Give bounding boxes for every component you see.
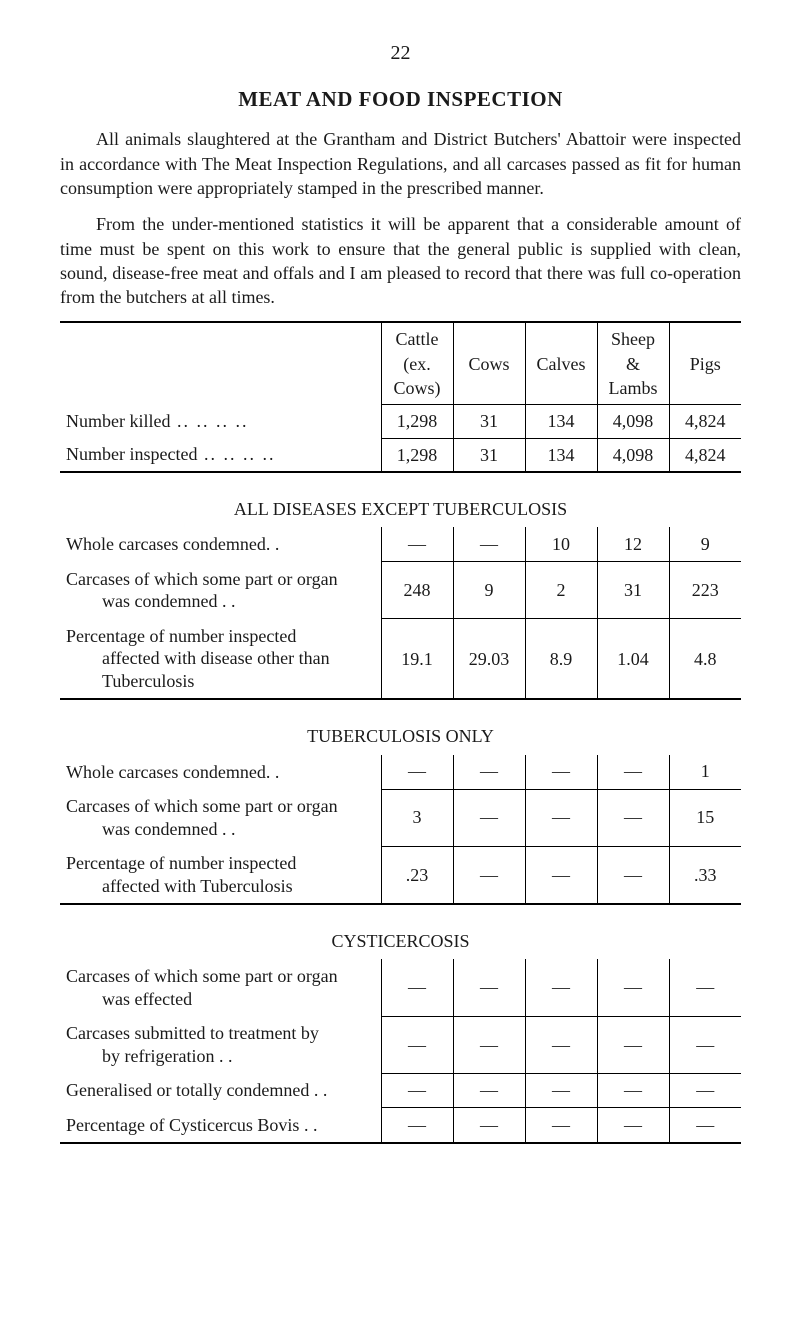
table-cell: — (669, 1108, 741, 1144)
table-cell: — (453, 1108, 525, 1144)
table-cell: 3 (381, 789, 453, 846)
table-tb-only: Whole carcases condemned. . — — — — 1 Ca… (60, 755, 741, 906)
table-cell: — (381, 1016, 453, 1073)
table-cell: — (525, 846, 597, 904)
table-cell: — (453, 527, 525, 562)
table-cell: 1,298 (381, 438, 453, 472)
section-heading-all-diseases: ALL DISEASES EXCEPT TUBERCULOSIS (60, 497, 741, 521)
section-heading-cysticercosis: CYSTICERCOSIS (60, 929, 741, 953)
table-cell: — (381, 527, 453, 562)
row-label: Percentage of Cysticercus Bovis . . (60, 1108, 381, 1144)
table-cell: — (381, 1108, 453, 1144)
table-cell: — (525, 1016, 597, 1073)
table-cell: 29.03 (453, 619, 525, 700)
table-cell: 4,824 (669, 405, 741, 438)
table-cell: 223 (669, 562, 741, 619)
table-cell: — (453, 846, 525, 904)
table-cell: — (453, 1073, 525, 1108)
page-title: MEAT AND FOOD INSPECTION (60, 85, 741, 113)
table-cell: 2 (525, 562, 597, 619)
row-label-killed: Number killed (60, 405, 381, 438)
table-cell: — (669, 1073, 741, 1108)
row-label: Carcases submitted to treatment by by re… (60, 1016, 381, 1073)
table-cell: — (669, 959, 741, 1016)
table-cell: 19.1 (381, 619, 453, 700)
table-cell: — (525, 959, 597, 1016)
table-cell: 4,098 (597, 438, 669, 472)
main-table: Cattle (ex. Cows) Cows Calves Sheep & La… (60, 321, 741, 472)
table-cell: 15 (669, 789, 741, 846)
col-header-cows: Cows (453, 322, 525, 404)
row-label: Generalised or totally condemned . . (60, 1073, 381, 1108)
table-cell: — (381, 755, 453, 790)
table-cell: — (381, 959, 453, 1016)
paragraph-1: All animals slaughtered at the Grantham … (60, 127, 741, 200)
row-label-inspected: Number inspected (60, 438, 381, 472)
table-cell: — (453, 789, 525, 846)
table-cell: — (597, 959, 669, 1016)
table-cell: .23 (381, 846, 453, 904)
row-label: Whole carcases condemned. . (60, 527, 381, 562)
row-label: Carcases of which some part or organ was… (60, 562, 381, 619)
table-cell: — (453, 959, 525, 1016)
table-cell: — (597, 846, 669, 904)
table-cell: 134 (525, 405, 597, 438)
table-cell: — (597, 1016, 669, 1073)
table-cell: .33 (669, 846, 741, 904)
table-cell: — (453, 1016, 525, 1073)
table-cell: 1.04 (597, 619, 669, 700)
table-cell: 31 (453, 438, 525, 472)
table-cell: — (525, 789, 597, 846)
table-cell: 1,298 (381, 405, 453, 438)
row-label: Whole carcases condemned. . (60, 755, 381, 790)
col-header-cattle: Cattle (ex. Cows) (381, 322, 453, 404)
col-header-sheep: Sheep & Lambs (597, 322, 669, 404)
col-header-pigs: Pigs (669, 322, 741, 404)
table-cell: 9 (453, 562, 525, 619)
page-number: 22 (60, 40, 741, 67)
col-header-calves: Calves (525, 322, 597, 404)
table-cell: 9 (669, 527, 741, 562)
table-cell: — (525, 1073, 597, 1108)
table-cell: — (525, 1108, 597, 1144)
table-cell: 4,824 (669, 438, 741, 472)
table-cell: 31 (453, 405, 525, 438)
row-label: Percentage of number inspected affected … (60, 619, 381, 700)
table-cell: 31 (597, 562, 669, 619)
table-cell: — (669, 1016, 741, 1073)
table-cell: 1 (669, 755, 741, 790)
table-cell: 4.8 (669, 619, 741, 700)
table-cell: 134 (525, 438, 597, 472)
table-cell: — (597, 755, 669, 790)
table-cell: 4,098 (597, 405, 669, 438)
table-cell: 248 (381, 562, 453, 619)
paragraph-2: From the under-mentioned statistics it w… (60, 212, 741, 309)
table-cell: — (597, 1108, 669, 1144)
row-label: Carcases of which some part or organ was… (60, 789, 381, 846)
table-cell: — (381, 1073, 453, 1108)
table-cell: 8.9 (525, 619, 597, 700)
table-cell: 12 (597, 527, 669, 562)
table-cell: 10 (525, 527, 597, 562)
row-label: Percentage of number inspected affected … (60, 846, 381, 904)
table-all-diseases: Whole carcases condemned. . — — 10 12 9 … (60, 527, 741, 700)
table-cell: — (525, 755, 597, 790)
table-cell: — (453, 755, 525, 790)
section-heading-tb-only: TUBERCULOSIS ONLY (60, 724, 741, 748)
table-cell: — (597, 789, 669, 846)
row-label: Carcases of which some part or organ was… (60, 959, 381, 1016)
table-cell: — (597, 1073, 669, 1108)
table-cysticercosis: Carcases of which some part or organ was… (60, 959, 741, 1144)
